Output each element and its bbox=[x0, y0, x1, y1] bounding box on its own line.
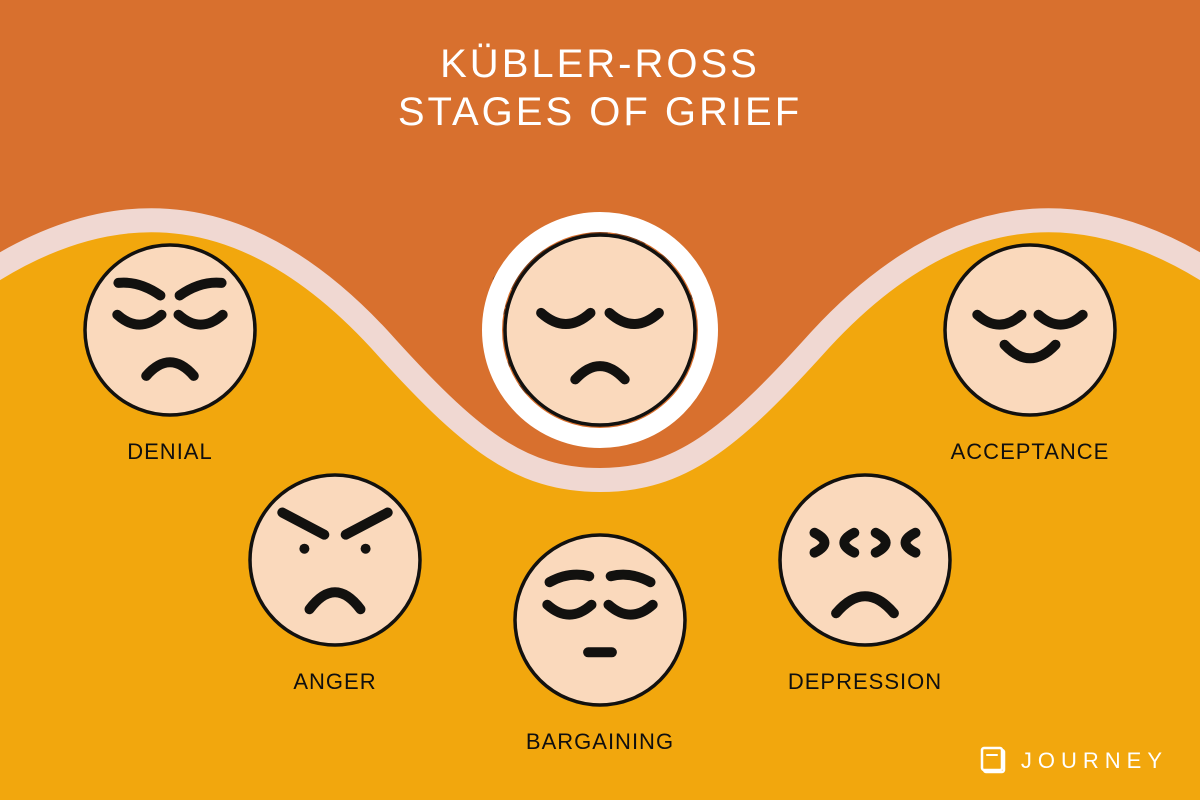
face-icon bbox=[774, 469, 956, 651]
page-title: KÜBLER-ROSS STAGES OF GRIEF bbox=[0, 40, 1200, 136]
infographic-canvas: KÜBLER-ROSS STAGES OF GRIEF DENIAL ANGER B… bbox=[0, 0, 1200, 800]
title-line-2: STAGES OF GRIEF bbox=[0, 88, 1200, 136]
brand-logo: JOURNEY bbox=[979, 746, 1168, 776]
stage-label: DEPRESSION bbox=[788, 669, 942, 695]
face-icon bbox=[509, 529, 691, 711]
stage-depression: DEPRESSION bbox=[774, 469, 956, 695]
face-icon bbox=[244, 469, 426, 651]
stage-acceptance: ACCEPTANCE bbox=[939, 239, 1121, 465]
face-icon bbox=[939, 239, 1121, 421]
stage-label: ANGER bbox=[293, 669, 376, 695]
title-line-1: KÜBLER-ROSS bbox=[0, 40, 1200, 88]
stage-denial: DENIAL bbox=[79, 239, 261, 465]
stage-label: BARGAINING bbox=[526, 729, 674, 755]
face-icon bbox=[479, 209, 721, 451]
face-icon bbox=[79, 239, 261, 421]
stage-label: DENIAL bbox=[127, 439, 212, 465]
center-face bbox=[479, 209, 721, 451]
stage-label: ACCEPTANCE bbox=[951, 439, 1110, 465]
stage-anger: ANGER bbox=[244, 469, 426, 695]
journal-icon bbox=[979, 746, 1009, 776]
logo-text: JOURNEY bbox=[1021, 748, 1168, 774]
stage-bargaining: BARGAINING bbox=[509, 529, 691, 755]
